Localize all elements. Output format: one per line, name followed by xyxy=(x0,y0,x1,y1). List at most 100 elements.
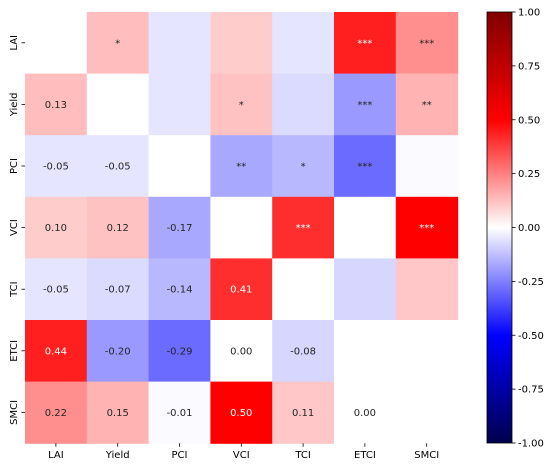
y-axis-ticks: LAI Yield PCI VCI TCI ETCI SMCI xyxy=(9,35,25,425)
heatmap-cell-vci-etci xyxy=(334,196,397,259)
colorbar-tick-label: 0.00 xyxy=(518,223,540,234)
heatmap-cell-smci-smci xyxy=(395,381,459,444)
heatmap-cell-lai-yield xyxy=(86,12,150,75)
x-axis-ticks: LAI Yield PCI VCI TCI ETCI SMCI xyxy=(48,443,439,461)
cell-value-tci-lai: -0.05 xyxy=(43,285,69,296)
x-tick-label-smci: SMCI xyxy=(414,450,439,461)
heatmap-cell-tci-vci xyxy=(210,258,273,321)
y-tick-label-yield: Yield xyxy=(9,92,20,117)
x-tick-label-vci: VCI xyxy=(233,450,250,461)
y-tick-label-etci: ETCI xyxy=(9,340,20,362)
cell-value-etci-lai: 0.44 xyxy=(45,346,67,357)
significance-mark-vci-tci: *** xyxy=(296,223,311,234)
y-tick-label-smci: SMCI xyxy=(9,400,20,425)
cell-value-labels: 0.13 -0.05 -0.05 0.10 0.12 -0.17 -0.05 -0.07 -0.… xyxy=(43,100,376,419)
x-tick-label-yield: Yield xyxy=(105,450,130,461)
y-tick-label-pci: PCI xyxy=(9,158,20,174)
significance-marks: * *** **** *** **** * ****** *** xyxy=(115,38,434,234)
heatmap-cell-lai-smci xyxy=(395,12,459,75)
significance-mark-lai-smci: *** xyxy=(419,38,434,49)
heatmap-cell-yield-yield xyxy=(86,73,150,136)
cell-value-vci-pci: -0.17 xyxy=(167,223,193,234)
cell-value-etci-yield: -0.20 xyxy=(105,346,131,357)
heatmap-cell-etci-tci xyxy=(272,320,335,383)
cell-value-smci-etci: 0.00 xyxy=(354,408,376,419)
heatmap-cell-etci-yield xyxy=(86,320,150,383)
heatmap-cell-tci-lai xyxy=(25,258,88,321)
heatmap-cell-yield-etci xyxy=(334,73,397,136)
colorbar-tick-label: 0.50 xyxy=(518,115,540,126)
colorbar-tick-label: 0.25 xyxy=(518,169,540,180)
cell-value-tci-vci: 0.41 xyxy=(230,285,252,296)
cell-value-etci-tci: -0.08 xyxy=(290,346,316,357)
colorbar-tick-label: -0.75 xyxy=(518,385,544,396)
heatmap-cell-vci-tci xyxy=(272,196,335,259)
x-tick-label-lai: LAI xyxy=(48,450,64,461)
cell-value-tci-yield: -0.07 xyxy=(105,285,131,296)
heatmap-cell-yield-smci xyxy=(395,73,459,136)
heatmap-cell-tci-smci xyxy=(395,258,459,321)
heatmap-cell-pci-smci xyxy=(395,135,459,198)
cell-value-etci-vci: 0.00 xyxy=(230,346,252,357)
heatmap-cell-pci-pci xyxy=(148,135,211,198)
cell-value-vci-lai: 0.10 xyxy=(45,223,67,234)
colorbar-tick-label: -0.25 xyxy=(518,277,544,288)
cell-value-pci-lai: -0.05 xyxy=(43,162,69,173)
heatmap-cell-smci-tci xyxy=(272,381,335,444)
y-tick-label-lai: LAI xyxy=(9,35,20,51)
significance-mark-vci-smci: *** xyxy=(419,223,434,234)
significance-mark-yield-smci: ** xyxy=(422,100,432,111)
cell-value-vci-yield: 0.12 xyxy=(107,223,129,234)
heatmap-cell-etci-etci xyxy=(334,320,397,383)
heatmap-cell-pci-yield xyxy=(86,135,150,198)
colorbar-gradient xyxy=(486,11,513,444)
cell-value-yield-lai: 0.13 xyxy=(45,100,67,111)
significance-mark-lai-yield: * xyxy=(115,38,120,49)
heatmap-cell-yield-vci xyxy=(210,73,273,136)
significance-mark-yield-vci: * xyxy=(239,100,244,111)
x-tick-label-pci: PCI xyxy=(172,450,188,461)
heatmap-cell-vci-lai xyxy=(25,196,88,259)
cell-value-tci-pci: -0.14 xyxy=(167,285,193,296)
significance-mark-lai-etci: *** xyxy=(357,38,372,49)
x-tick-label-tci: TCI xyxy=(294,450,310,461)
significance-mark-pci-vci: ** xyxy=(236,162,246,173)
heatmap-cells xyxy=(25,12,459,444)
cell-value-pci-yield: -0.05 xyxy=(105,162,131,173)
colorbar-tick-label: 1.00 xyxy=(518,8,540,19)
heatmap-cell-smci-lai xyxy=(25,381,88,444)
colorbar-tick-label: -1.00 xyxy=(518,439,544,450)
heatmap-cell-lai-lai xyxy=(25,12,88,75)
heatmap-cell-pci-lai xyxy=(25,135,88,198)
heatmap-cell-lai-etci xyxy=(334,12,397,75)
heatmap-cell-pci-etci xyxy=(334,135,397,198)
heatmap-cell-yield-lai xyxy=(25,73,88,136)
colorbar: -1.00 -0.75 -0.50 -0.25 0.00 0.25 0.50 0.75 1.00 xyxy=(486,8,544,450)
heatmap-cell-tci-etci xyxy=(334,258,397,321)
significance-mark-yield-etci: *** xyxy=(357,100,372,111)
x-tick-label-etci: ETCI xyxy=(354,450,376,461)
heatmap-cell-vci-yield xyxy=(86,196,150,259)
heatmap-cell-etci-pci xyxy=(148,320,211,383)
heatmap-cell-lai-tci xyxy=(272,12,335,75)
heatmap-cell-smci-pci xyxy=(148,381,211,444)
heatmap-cell-lai-pci xyxy=(148,12,211,75)
heatmap-cell-vci-smci xyxy=(395,196,459,259)
cell-value-smci-pci: -0.01 xyxy=(167,408,193,419)
heatmap-cell-tci-yield xyxy=(86,258,150,321)
heatmap-cell-etci-vci xyxy=(210,320,273,383)
heatmap-cell-vci-pci xyxy=(148,196,211,259)
heatmap-cell-tci-pci xyxy=(148,258,211,321)
heatmap-cell-yield-tci xyxy=(272,73,335,136)
heatmap-cell-pci-tci xyxy=(272,135,335,198)
heatmap-cell-etci-lai xyxy=(25,320,88,383)
cell-value-smci-lai: 0.22 xyxy=(45,408,67,419)
colorbar-tick-label: -0.50 xyxy=(518,331,544,342)
cell-value-smci-yield: 0.15 xyxy=(107,408,129,419)
heatmap-cell-yield-pci xyxy=(148,73,211,136)
heatmap-cell-vci-vci xyxy=(210,196,273,259)
colorbar-tick-label: 0.75 xyxy=(518,61,540,72)
heatmap-cell-smci-vci xyxy=(210,381,273,444)
cell-value-smci-tci: 0.11 xyxy=(292,408,314,419)
